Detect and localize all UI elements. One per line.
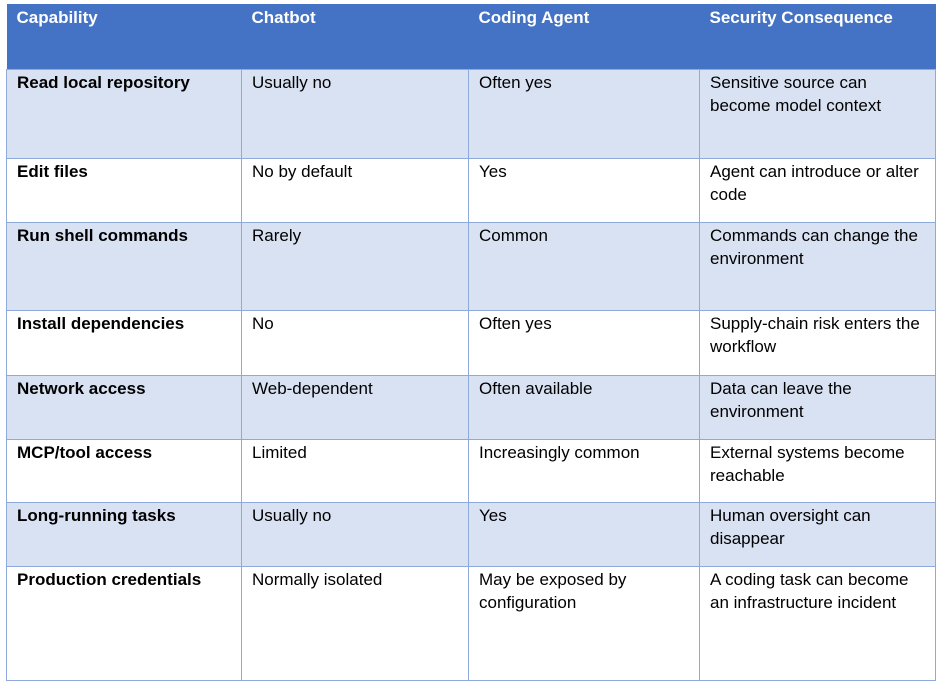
capability-cell: Production credentials bbox=[6, 565, 242, 681]
capability-cell: Edit files bbox=[6, 157, 242, 223]
table-row: MCP/tool access Limited Increasingly com… bbox=[6, 438, 936, 503]
table-row: Install dependencies No Often yes Supply… bbox=[6, 309, 936, 376]
capability-cell: Install dependencies bbox=[6, 309, 242, 376]
table-row: Run shell commands Rarely Common Command… bbox=[6, 221, 936, 311]
coding-agent-cell: Yes bbox=[468, 157, 700, 223]
coding-agent-cell: Yes bbox=[468, 501, 700, 567]
header-chatbot: Chatbot bbox=[241, 4, 469, 69]
capability-cell: Read local repository bbox=[6, 68, 242, 159]
chatbot-cell: Normally isolated bbox=[241, 565, 469, 681]
capability-cell: Run shell commands bbox=[6, 221, 242, 311]
table-body: Read local repository Usually no Often y… bbox=[6, 68, 936, 681]
chatbot-cell: Limited bbox=[241, 438, 469, 503]
chatbot-cell: Usually no bbox=[241, 68, 469, 159]
table-row: Network access Web-dependent Often avail… bbox=[6, 374, 936, 440]
coding-agent-cell: Common bbox=[468, 221, 700, 311]
security-consequence-cell: External systems become reachable bbox=[699, 438, 936, 503]
capability-cell: Long-running tasks bbox=[6, 501, 242, 567]
chatbot-cell: No by default bbox=[241, 157, 469, 223]
table-row: Edit files No by default Yes Agent can i… bbox=[6, 157, 936, 223]
table-header: Capability Chatbot Coding Agent Security… bbox=[6, 4, 936, 69]
security-consequence-cell: Sensitive source can become model contex… bbox=[699, 68, 936, 159]
coding-agent-cell: Often available bbox=[468, 374, 700, 440]
table-row: Read local repository Usually no Often y… bbox=[6, 68, 936, 159]
security-consequence-cell: Commands can change the environment bbox=[699, 221, 936, 311]
header-capability: Capability bbox=[6, 4, 242, 69]
chatbot-cell: Web-dependent bbox=[241, 374, 469, 440]
coding-agent-cell: Often yes bbox=[468, 68, 700, 159]
chatbot-cell: Usually no bbox=[241, 501, 469, 567]
table-row: Production credentials Normally isolated… bbox=[6, 565, 936, 681]
table-row: Long-running tasks Usually no Yes Human … bbox=[6, 501, 936, 567]
capability-cell: Network access bbox=[6, 374, 242, 440]
header-security-consequence: Security Consequence bbox=[699, 4, 936, 69]
capability-cell: MCP/tool access bbox=[6, 438, 242, 503]
coding-agent-cell: Increasingly common bbox=[468, 438, 700, 503]
security-consequence-cell: Supply-chain risk enters the workflow bbox=[699, 309, 936, 376]
chatbot-cell: Rarely bbox=[241, 221, 469, 311]
header-row: Capability Chatbot Coding Agent Security… bbox=[6, 4, 936, 69]
security-consequence-cell: Agent can introduce or alter code bbox=[699, 157, 936, 223]
security-consequence-cell: Data can leave the environment bbox=[699, 374, 936, 440]
security-consequence-cell: A coding task can become an infrastructu… bbox=[699, 565, 936, 681]
chatbot-cell: No bbox=[241, 309, 469, 376]
header-coding-agent: Coding Agent bbox=[468, 4, 700, 69]
security-consequence-cell: Human oversight can disappear bbox=[699, 501, 936, 567]
capability-comparison-table: Capability Chatbot Coding Agent Security… bbox=[6, 4, 936, 681]
coding-agent-cell: Often yes bbox=[468, 309, 700, 376]
coding-agent-cell: May be exposed by configuration bbox=[468, 565, 700, 681]
